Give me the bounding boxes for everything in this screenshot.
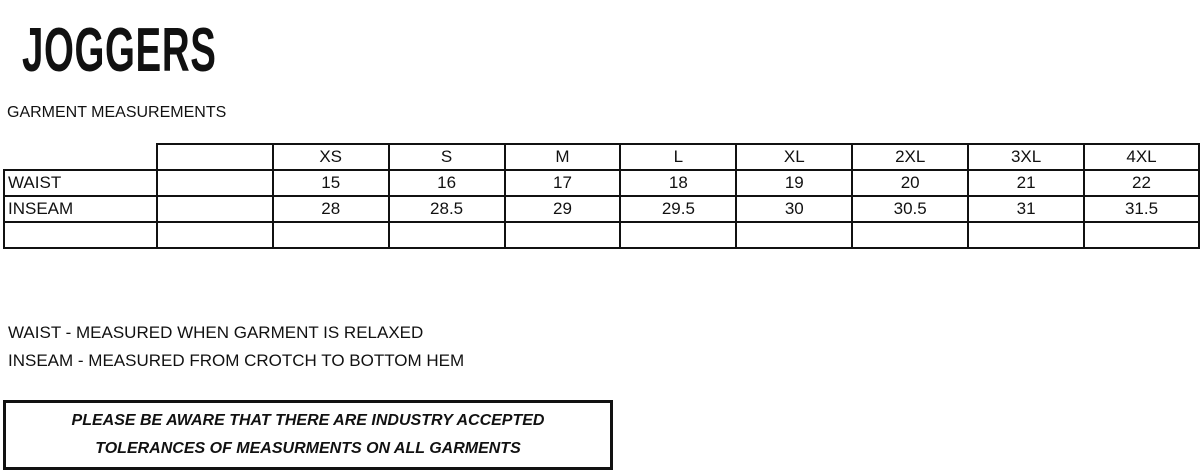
measurement-cell: 20 xyxy=(851,169,970,197)
measurement-cell xyxy=(851,221,970,249)
table-row: INSEAM 28 28.5 29 29.5 30 30.5 31 31.5 xyxy=(3,195,1200,223)
measurement-cell: 22 xyxy=(1083,169,1200,197)
measurement-cell: 16 xyxy=(387,169,506,197)
measurement-cell: 30.5 xyxy=(851,195,970,223)
corner-cell xyxy=(4,144,157,171)
measurement-cell: 29 xyxy=(503,195,622,223)
header-row: XS S M L XL 2XL 3XL 4XL xyxy=(4,143,1200,171)
disclaimer-line: PLEASE BE AWARE THAT THERE ARE INDUSTRY … xyxy=(71,412,545,429)
size-header: L xyxy=(619,143,738,171)
size-header: 4XL xyxy=(1083,143,1200,171)
measurement-cell xyxy=(387,221,506,249)
measurement-cell xyxy=(503,221,622,249)
disclaimer-line: TOLERANCES OF MEASURMENTS ON ALL GARMENT… xyxy=(95,440,521,457)
measurement-cell: 30 xyxy=(735,195,854,223)
size-header: 3XL xyxy=(967,143,1086,171)
size-chart-table: XS S M L XL 2XL 3XL 4XL WAIST 15 16 17 18 19 20 21 22 I… xyxy=(3,143,1200,249)
measurement-cell: 28.5 xyxy=(387,195,506,223)
measurement-cell: 17 xyxy=(503,169,622,197)
measurement-cell: 18 xyxy=(619,169,738,197)
measurement-notes: WAIST - MEASURED WHEN GARMENT IS RELAXED… xyxy=(8,319,464,375)
size-header: XL xyxy=(735,143,854,171)
table-row: WAIST 15 16 17 18 19 20 21 22 xyxy=(3,169,1200,197)
measurement-cell: 31.5 xyxy=(1083,195,1200,223)
measurement-cell: 19 xyxy=(735,169,854,197)
note-waist: WAIST - MEASURED WHEN GARMENT IS RELAXED xyxy=(8,323,424,342)
size-header: 2XL xyxy=(851,143,970,171)
measurement-cell: 28 xyxy=(271,195,390,223)
row-label: INSEAM xyxy=(3,195,158,223)
size-header: S xyxy=(387,143,506,171)
size-header: XS xyxy=(271,143,390,171)
section-subtitle: GARMENT MEASUREMENTS xyxy=(7,104,227,121)
disclaimer-box: PLEASE BE AWARE THAT THERE ARE INDUSTRY … xyxy=(3,400,613,470)
measurement-cell: 29.5 xyxy=(619,195,738,223)
measurement-cell xyxy=(1083,221,1200,249)
measurement-cell xyxy=(735,221,854,249)
note-inseam: INSEAM - MEASURED FROM CROTCH TO BOTTOM … xyxy=(8,351,465,370)
spacer-cell xyxy=(155,143,274,171)
spacer-cell xyxy=(155,169,274,197)
measurement-cell: 15 xyxy=(271,169,390,197)
measurement-cell xyxy=(619,221,738,249)
measurement-cell: 31 xyxy=(967,195,1086,223)
table-row xyxy=(3,221,1200,249)
spacer-cell xyxy=(155,221,274,249)
measurement-cell xyxy=(967,221,1086,249)
page-title: JOGGERS xyxy=(22,16,217,85)
row-label xyxy=(3,221,158,249)
measurement-cell: 21 xyxy=(967,169,1086,197)
spacer-cell xyxy=(155,195,274,223)
size-header: M xyxy=(503,143,622,171)
measurement-cell xyxy=(271,221,390,249)
row-label: WAIST xyxy=(3,169,158,197)
